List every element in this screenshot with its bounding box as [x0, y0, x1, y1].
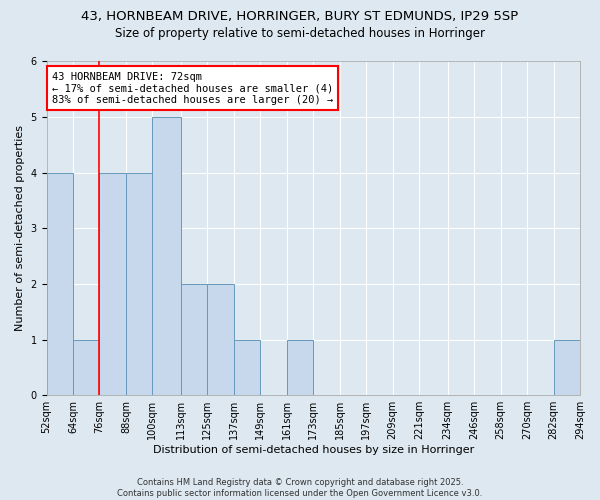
- Bar: [126, 172, 152, 395]
- Y-axis label: Number of semi-detached properties: Number of semi-detached properties: [15, 126, 25, 332]
- Bar: [208, 284, 234, 395]
- X-axis label: Distribution of semi-detached houses by size in Horringer: Distribution of semi-detached houses by …: [152, 445, 474, 455]
- Bar: [554, 340, 580, 395]
- Text: 43, HORNBEAM DRIVE, HORRINGER, BURY ST EDMUNDS, IP29 5SP: 43, HORNBEAM DRIVE, HORRINGER, BURY ST E…: [82, 10, 518, 23]
- Bar: [100, 172, 126, 395]
- Bar: [234, 340, 260, 395]
- Bar: [287, 340, 313, 395]
- Text: Size of property relative to semi-detached houses in Horringer: Size of property relative to semi-detach…: [115, 28, 485, 40]
- Text: Contains HM Land Registry data © Crown copyright and database right 2025.
Contai: Contains HM Land Registry data © Crown c…: [118, 478, 482, 498]
- Bar: [152, 117, 181, 395]
- Text: 43 HORNBEAM DRIVE: 72sqm
← 17% of semi-detached houses are smaller (4)
83% of se: 43 HORNBEAM DRIVE: 72sqm ← 17% of semi-d…: [52, 72, 333, 104]
- Bar: [73, 340, 100, 395]
- Bar: [47, 172, 73, 395]
- Bar: [181, 284, 208, 395]
